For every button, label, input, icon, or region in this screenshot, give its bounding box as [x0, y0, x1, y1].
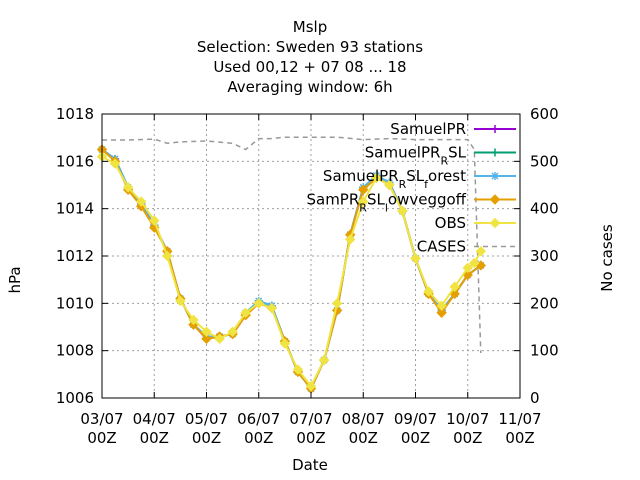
y2-tick-label: 200 — [530, 294, 559, 312]
x-tick-label-time: 00Z — [453, 429, 482, 447]
y2-axis-title: No cases — [598, 224, 616, 292]
y-tick-label: 1016 — [56, 152, 94, 170]
grid — [102, 114, 520, 398]
data-point — [371, 172, 382, 184]
series-line — [102, 136, 482, 354]
data-point — [318, 354, 330, 366]
data-point — [449, 281, 460, 292]
data-point — [201, 333, 212, 345]
series-5 — [102, 136, 482, 354]
y2-tick-label: 100 — [530, 342, 559, 360]
data-point — [462, 262, 473, 274]
data-point — [279, 338, 291, 349]
y2-tick-label: 0 — [530, 389, 540, 407]
legend-entry: SamuelPRRSLforest — [323, 167, 516, 191]
y2-tick-label: 500 — [530, 152, 559, 170]
data-point — [344, 234, 356, 245]
data-point — [491, 148, 499, 157]
x-tick-label-date: 10/07 — [446, 410, 489, 428]
y-tick-label: 1014 — [56, 200, 94, 218]
x-tick-label-date: 11/07 — [498, 410, 541, 428]
data-point — [489, 217, 501, 229]
data-point — [253, 298, 264, 309]
data-point — [491, 172, 499, 180]
data-point — [358, 196, 369, 207]
series-4 — [96, 151, 487, 392]
data-point — [358, 184, 369, 195]
plot-series — [96, 136, 487, 394]
chart-subtitle-window: Averaging window: 6h — [227, 78, 392, 96]
x-tick-label-time: 00Z — [87, 429, 116, 447]
data-point — [201, 326, 212, 337]
data-point — [475, 246, 487, 257]
legend-label: SamPRRSLlowveggoff — [306, 191, 466, 215]
data-point — [240, 307, 251, 319]
y-tick-label: 1018 — [56, 105, 94, 123]
legend-label: SamuelPRRSLforest — [323, 167, 466, 191]
chart-subtitle-selection: Selection: Sweden 93 stations — [197, 38, 423, 56]
x-tick-label-date: 07/07 — [289, 410, 332, 428]
data-point — [469, 257, 480, 269]
y2-tick-label: 300 — [530, 247, 559, 265]
data-point — [305, 380, 317, 392]
y-tick-label: 1012 — [56, 247, 94, 265]
legend-entry: SamuelPRRSL — [365, 144, 516, 168]
data-point — [135, 196, 147, 207]
data-point — [410, 253, 421, 264]
x-tick-label-time: 00Z — [192, 429, 221, 447]
y-tick-label: 1006 — [56, 389, 94, 407]
data-point — [266, 302, 278, 314]
legend-entry: OBS — [435, 214, 516, 232]
data-point — [436, 307, 447, 319]
y-tick-label: 1008 — [56, 342, 94, 360]
legend: SamuelPR SamuelPRRSLSamuelPRRSLforestSamP… — [306, 120, 516, 256]
x-tick-label-time: 00Z — [140, 429, 169, 447]
y2-tick-label: 400 — [530, 200, 559, 218]
axis-ticks: 03/0700Z04/0700Z05/0700Z06/0700Z07/0700Z… — [56, 105, 559, 447]
data-point — [436, 300, 447, 311]
chart-subtitle-used: Used 00,12 + 07 08 ... 18 — [213, 58, 406, 76]
x-tick-label-date: 09/07 — [394, 410, 437, 428]
data-point — [122, 182, 134, 193]
x-tick-label-time: 00Z — [244, 429, 273, 447]
data-point — [109, 158, 121, 169]
x-tick-label-date: 06/07 — [237, 410, 280, 428]
x-tick-label-date: 08/07 — [342, 410, 385, 428]
data-point — [489, 194, 501, 205]
data-point — [423, 286, 434, 297]
legend-entry: SamuelPR — [390, 120, 516, 138]
x-tick-label-date: 04/07 — [133, 410, 176, 428]
data-point — [331, 298, 343, 309]
y-tick-label: 1010 — [56, 294, 94, 312]
data-point — [149, 215, 160, 226]
x-tick-label-date: 03/07 — [80, 410, 123, 428]
x-tick-label-time: 00Z — [349, 429, 378, 447]
data-point — [214, 333, 225, 345]
chart-title: Mslp — [293, 18, 327, 36]
x-tick-label-date: 05/07 — [185, 410, 228, 428]
data-point — [162, 250, 173, 262]
x-tick-label-time: 00Z — [296, 429, 325, 447]
x-tick-label-time: 00Z — [505, 429, 534, 447]
legend-label: OBS — [435, 214, 466, 232]
x-axis-title: Date — [292, 456, 328, 474]
data-point — [175, 295, 186, 307]
data-point — [227, 326, 238, 337]
data-point — [292, 364, 304, 375]
data-point — [188, 314, 199, 326]
data-point — [491, 125, 499, 133]
title-block: Mslp Selection: Sweden 93 stations Used … — [197, 18, 423, 96]
legend-label: CASES — [417, 238, 466, 256]
legend-label: SamuelPR — [390, 120, 466, 138]
legend-label: SamuelPRRSL — [365, 144, 467, 168]
legend-entry: CASES — [417, 238, 516, 256]
x-tick-label-time: 00Z — [401, 429, 430, 447]
y-axis-title: hPa — [6, 266, 24, 293]
data-point — [397, 205, 408, 217]
y2-tick-label: 600 — [530, 105, 559, 123]
legend-entry: SamPRRSLlowveggoff — [306, 191, 516, 215]
data-point — [384, 179, 395, 191]
